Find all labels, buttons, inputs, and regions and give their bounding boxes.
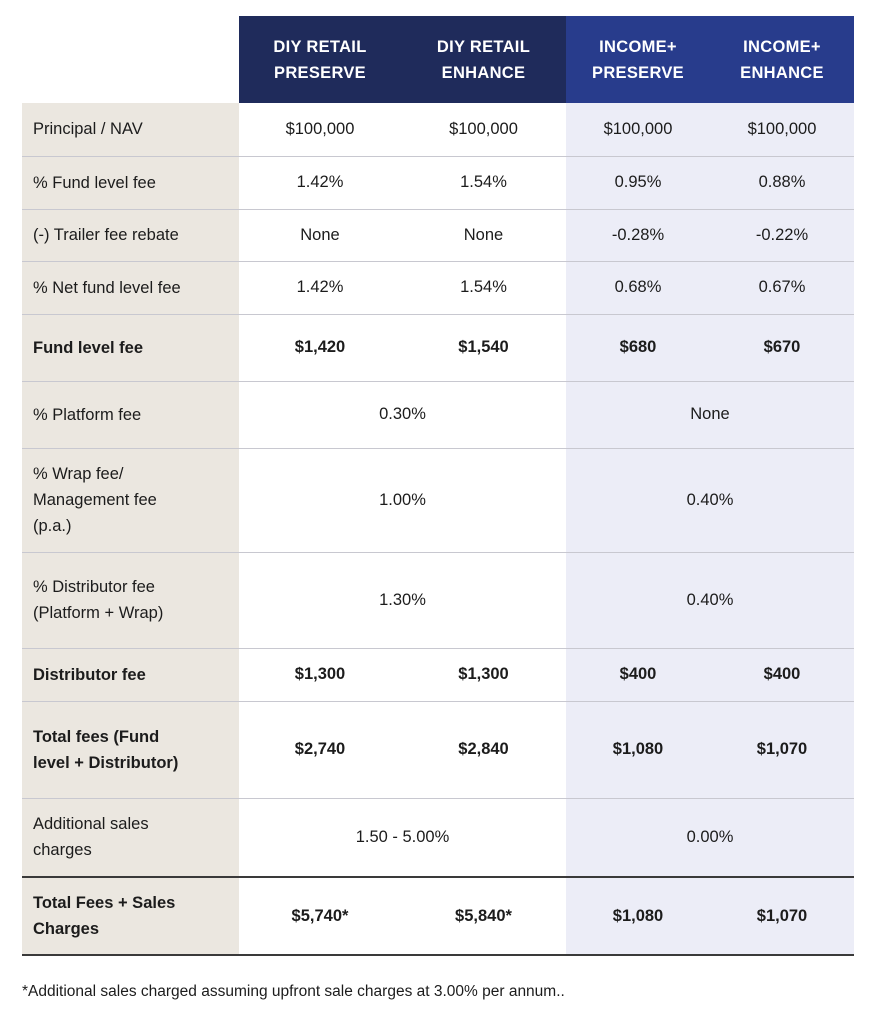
cell-value-income-merged: 0.40% <box>566 448 854 553</box>
header-income-enhance: INCOME+ ENHANCE <box>710 16 854 103</box>
cell-value: $100,000 <box>710 103 854 157</box>
cell-value: 0.88% <box>710 156 854 210</box>
cell-value-diy-merged: 1.50 - 5.00% <box>239 798 566 878</box>
row-trailer-rebate: (-) Trailer fee rebate None None -0.28% … <box>22 209 854 262</box>
row-total-fees: Total fees (Fund level + Distributor) $2,… <box>22 701 854 799</box>
cell-value: 0.95% <box>566 156 710 210</box>
cell-value: $1,080 <box>566 876 710 956</box>
cell-value: $2,840 <box>401 701 566 799</box>
cell-value: None <box>239 209 401 262</box>
row-fund-fee-pct: % Fund level fee 1.42% 1.54% 0.95% 0.88% <box>22 156 854 210</box>
cell-value: $400 <box>566 648 710 702</box>
row-label: Principal / NAV <box>22 103 239 157</box>
cell-value: $670 <box>710 314 854 382</box>
cell-value: $100,000 <box>401 103 566 157</box>
cell-value-diy-merged: 0.30% <box>239 381 566 449</box>
row-label: Fund level fee <box>22 314 239 382</box>
row-principal: Principal / NAV $100,000 $100,000 $100,0… <box>22 103 854 157</box>
row-label: % Wrap fee/Management fee (p.a.) <box>22 448 239 553</box>
row-distributor-fee-pct: % Distributor fee (Platform + Wrap) 1.30%… <box>22 552 854 649</box>
row-label: % Platform fee <box>22 381 239 449</box>
footnote: *Additional sales charged assuming upfro… <box>22 983 565 1000</box>
row-distributor-fee: Distributor fee $1,300 $1,300 $400 $400 <box>22 648 854 702</box>
cell-value: $680 <box>566 314 710 382</box>
cell-value: $5,740* <box>239 876 401 956</box>
fee-comparison-table-container: DIY RETAIL PRESERVE DIY RETAIL ENHANCE INC… <box>22 16 854 956</box>
header-diy-retail-enhance: DIY RETAIL ENHANCE <box>401 16 566 103</box>
row-label: % Net fund level fee <box>22 261 239 315</box>
row-label: Distributor fee <box>22 648 239 702</box>
cell-value: 0.67% <box>710 261 854 315</box>
cell-value: $1,540 <box>401 314 566 382</box>
row-wrap-fee: % Wrap fee/Management fee (p.a.) 1.00% 0.… <box>22 448 854 553</box>
cell-value: $400 <box>710 648 854 702</box>
cell-value: $1,300 <box>239 648 401 702</box>
cell-value-diy-merged: 1.00% <box>239 448 566 553</box>
cell-value: $1,070 <box>710 701 854 799</box>
row-platform-fee: % Platform fee 0.30% None <box>22 381 854 449</box>
header-corner <box>22 16 239 103</box>
row-label: Total fees (Fund level + Distributor) <box>22 701 239 799</box>
cell-value: None <box>401 209 566 262</box>
cell-value: 1.42% <box>239 261 401 315</box>
cell-value: $1,300 <box>401 648 566 702</box>
cell-value: 1.42% <box>239 156 401 210</box>
cell-value: 1.54% <box>401 156 566 210</box>
row-label: % Fund level fee <box>22 156 239 210</box>
cell-value-income-merged: 0.40% <box>566 552 854 649</box>
cell-value: $2,740 <box>239 701 401 799</box>
row-total-fees-sales-charges: Total Fees + Sales Charges $5,740* $5,840… <box>22 876 854 956</box>
cell-value: $1,420 <box>239 314 401 382</box>
cell-value: $5,840* <box>401 876 566 956</box>
cell-value: -0.28% <box>566 209 710 262</box>
header-row: DIY RETAIL PRESERVE DIY RETAIL ENHANCE INC… <box>22 16 854 103</box>
cell-value: $1,080 <box>566 701 710 799</box>
cell-value-income-merged: None <box>566 381 854 449</box>
row-label: % Distributor fee (Platform + Wrap) <box>22 552 239 649</box>
header-income-preserve: INCOME+ PRESERVE <box>566 16 710 103</box>
cell-value-diy-merged: 1.30% <box>239 552 566 649</box>
cell-value: -0.22% <box>710 209 854 262</box>
cell-value: 0.68% <box>566 261 710 315</box>
cell-value: $100,000 <box>566 103 710 157</box>
header-diy-retail-preserve: DIY RETAIL PRESERVE <box>239 16 401 103</box>
row-label: Total Fees + Sales Charges <box>22 876 239 956</box>
cell-value: $100,000 <box>239 103 401 157</box>
row-fund-level-fee: Fund level fee $1,420 $1,540 $680 $670 <box>22 314 854 382</box>
row-label: Additional sales charges <box>22 798 239 878</box>
cell-value-income-merged: 0.00% <box>566 798 854 878</box>
cell-value: 1.54% <box>401 261 566 315</box>
row-additional-sales-charges: Additional sales charges 1.50 - 5.00% 0.0… <box>22 798 854 878</box>
cell-value: $1,070 <box>710 876 854 956</box>
fee-comparison-table: DIY RETAIL PRESERVE DIY RETAIL ENHANCE INC… <box>22 16 854 956</box>
row-net-fund-fee-pct: % Net fund level fee 1.42% 1.54% 0.68% 0… <box>22 261 854 315</box>
row-label: (-) Trailer fee rebate <box>22 209 239 262</box>
